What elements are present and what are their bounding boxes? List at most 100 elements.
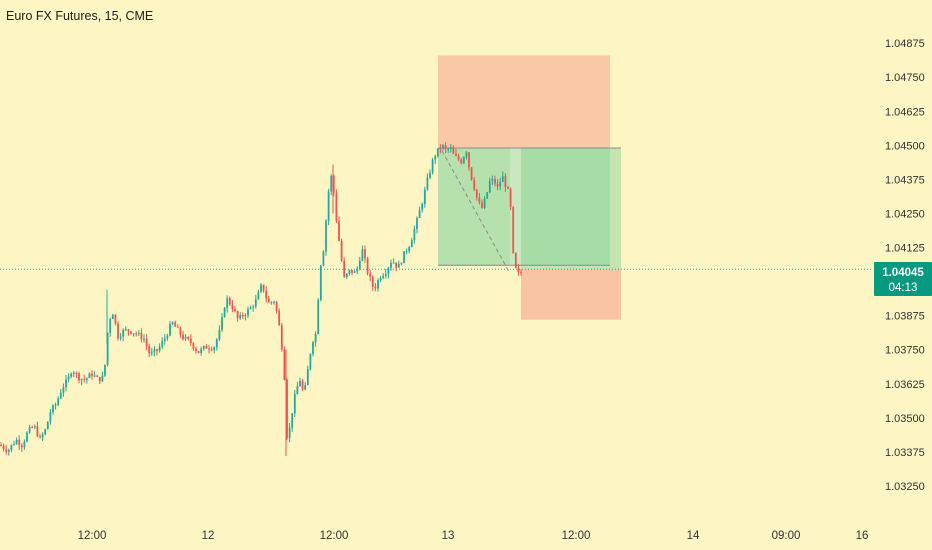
candle-up: [442, 145, 444, 149]
candle-up: [317, 299, 320, 334]
candle-down: [179, 327, 182, 335]
candle-up: [67, 376, 70, 380]
candle-up: [80, 378, 83, 381]
candle-up: [309, 353, 312, 370]
candle-down: [520, 271, 522, 273]
price-tick-label: 1.04875: [885, 38, 925, 50]
candle-up: [247, 309, 249, 316]
candle-down: [130, 331, 132, 334]
candle-down: [187, 337, 190, 339]
countdown-timer: 04:13: [889, 282, 918, 294]
candle-up: [7, 449, 10, 452]
candle-up: [252, 306, 255, 308]
candle-up: [387, 267, 390, 274]
candle-up: [202, 346, 205, 349]
time-axis[interactable]: 12:00 12 12:00 13 12:00 14 09:00 16: [78, 530, 869, 542]
candle-down: [182, 334, 184, 340]
candle-down: [39, 436, 41, 438]
candle-up: [70, 373, 73, 377]
candle-down: [364, 249, 366, 259]
candle-down: [20, 445, 23, 448]
candle-up: [348, 269, 351, 274]
candle-down: [0, 445, 2, 447]
candle-down: [148, 346, 151, 354]
price-tick-label: 1.03875: [885, 311, 925, 323]
chart-title: Euro FX Futures, 15, CME: [6, 9, 154, 23]
candle-down: [473, 179, 476, 190]
candle-up: [85, 377, 88, 380]
candle-down: [189, 338, 192, 344]
candle-up: [270, 302, 273, 304]
candle-up: [426, 177, 429, 190]
candle-up: [15, 439, 18, 444]
candle-down: [265, 290, 268, 299]
candle-up: [257, 291, 260, 300]
candle-up: [119, 336, 122, 339]
candle-down: [176, 326, 179, 328]
price-tick-label: 1.04250: [885, 208, 925, 220]
candle-up: [390, 263, 392, 268]
candle-down: [192, 343, 195, 349]
price-tick-label: 1.03250: [885, 481, 925, 493]
candle-down: [140, 332, 143, 340]
time-tick-label: 09:00: [772, 530, 801, 542]
time-tick-label: 16: [856, 530, 869, 542]
candle-down: [78, 373, 80, 381]
candle-down: [504, 176, 507, 187]
candle-up: [418, 210, 421, 219]
time-tick-label: 12:00: [562, 530, 591, 542]
candle-up: [52, 405, 54, 413]
candle-up: [423, 189, 426, 204]
candle-down: [280, 325, 283, 350]
candle-down: [366, 258, 369, 274]
candle-up: [488, 180, 491, 193]
candle-down: [174, 322, 177, 327]
candle-down: [452, 148, 455, 154]
position-tool[interactable]: [438, 55, 621, 320]
candle-up: [429, 172, 431, 178]
candle-down: [91, 373, 93, 377]
price-tick-label: 1.03625: [885, 379, 925, 391]
candle-up: [124, 329, 127, 331]
candle-up: [330, 175, 333, 192]
candle-up: [434, 156, 437, 160]
candle-down: [460, 159, 463, 164]
price-tick-label: 1.03750: [885, 345, 925, 357]
candle-up: [215, 339, 218, 348]
candle-up: [483, 198, 486, 208]
candle-up: [403, 251, 405, 264]
candle-up: [501, 176, 504, 183]
candle-up: [400, 263, 403, 265]
candle-down: [231, 304, 234, 310]
candle-up: [223, 308, 226, 318]
candle-down: [455, 153, 457, 156]
candle-up: [293, 394, 296, 414]
candle-down: [278, 310, 281, 326]
candle-up: [137, 332, 140, 334]
candle-up: [447, 148, 450, 150]
candle-down: [478, 197, 481, 203]
candle-down: [494, 179, 496, 184]
overlay-layer: [0, 150, 872, 274]
candle-up: [410, 240, 413, 248]
candle-up: [161, 341, 164, 347]
candle-down: [283, 349, 286, 380]
candle-up: [158, 346, 161, 351]
candle-down: [351, 269, 353, 273]
candle-up: [111, 314, 114, 320]
candle-up: [465, 152, 468, 158]
candle-up: [431, 159, 434, 173]
price-axis[interactable]: 1.04875 1.04750 1.04625 1.04500 1.04375 1.042…: [885, 38, 925, 493]
candle-down: [127, 329, 130, 332]
candle-down: [98, 376, 101, 382]
candle-down: [517, 267, 520, 272]
candle-down: [338, 220, 340, 241]
candle-down: [156, 349, 158, 351]
candle-up: [299, 380, 301, 387]
candle-down: [262, 284, 265, 291]
candle-up: [413, 229, 416, 241]
candle-up: [325, 220, 327, 252]
price-tick-label: 1.03375: [885, 447, 925, 459]
candle-up: [104, 364, 106, 376]
